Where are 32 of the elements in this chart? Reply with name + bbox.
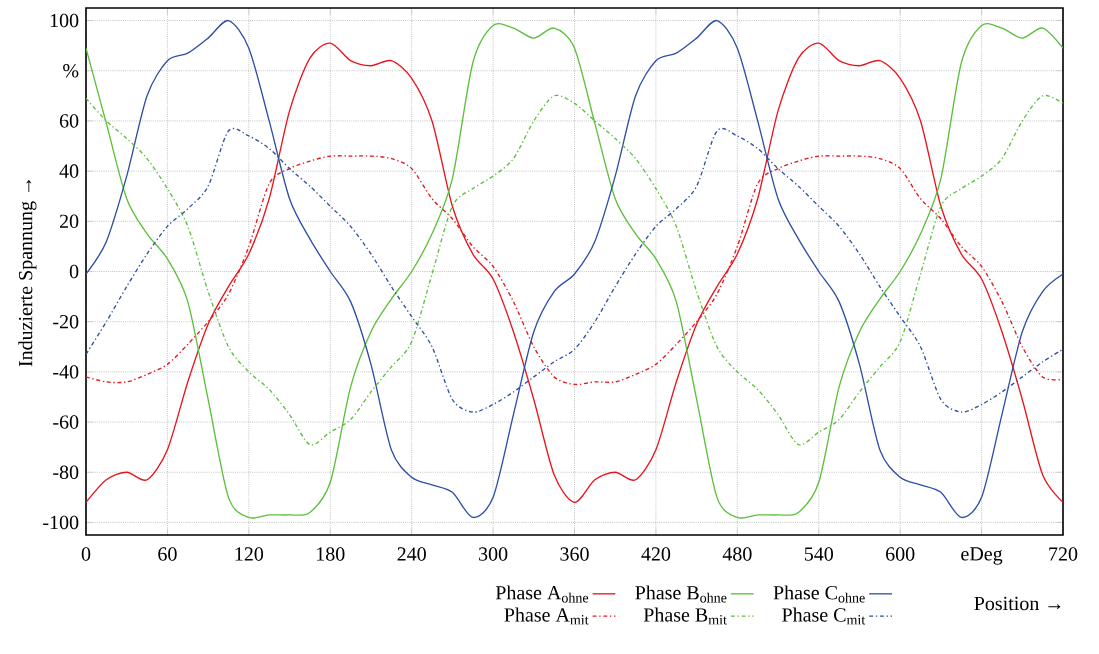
x-tick-label: eDeg [961,547,1003,565]
x-tick-label: 540 [804,547,833,561]
y-tick-label: % [63,63,79,78]
x-axis-title: Position → [974,596,1061,611]
legend-label: Phase A$_{mit}$ [504,607,589,625]
legend-label: Phase C$_{mit}$ [782,607,866,625]
x-tick-label: 720 [1049,547,1078,561]
x-tick-label: 480 [722,547,752,561]
y-tick-label: -100 [43,515,79,530]
legend-label: Phase B$_{mit}$ [643,607,727,625]
x-tick-label: 120 [235,547,264,561]
x-tick-label: 300 [479,547,508,561]
y-axis-title: Induzierte Spannung → [18,180,37,367]
y-tick-label: -80 [53,465,79,479]
y-tick-label: 60 [59,114,79,128]
y-tick-label: 0 [69,264,79,279]
y-tick-label: 100 [50,13,79,28]
legend-label: Phase B$_{ohne}$ [635,585,727,603]
x-tick-label: 60 [158,547,177,561]
x-tick-label: 240 [397,547,426,561]
x-tick-label: 360 [560,547,589,561]
y-tick-label: 40 [59,164,79,178]
y-tick-label: -20 [53,314,79,329]
y-tick-label: 20 [59,214,79,229]
x-tick-label: 600 [886,547,915,561]
x-tick-label: 420 [641,547,671,561]
x-tick-label: 0 [81,547,91,561]
legend-label: Phase A$_{ohne}$ [495,585,589,603]
x-tick-label: 180 [317,547,345,561]
y-tick-label: -60 [53,415,79,429]
legend-label: Phase C$_{ohne}$ [773,585,865,603]
y-tick-label: -40 [53,365,79,379]
